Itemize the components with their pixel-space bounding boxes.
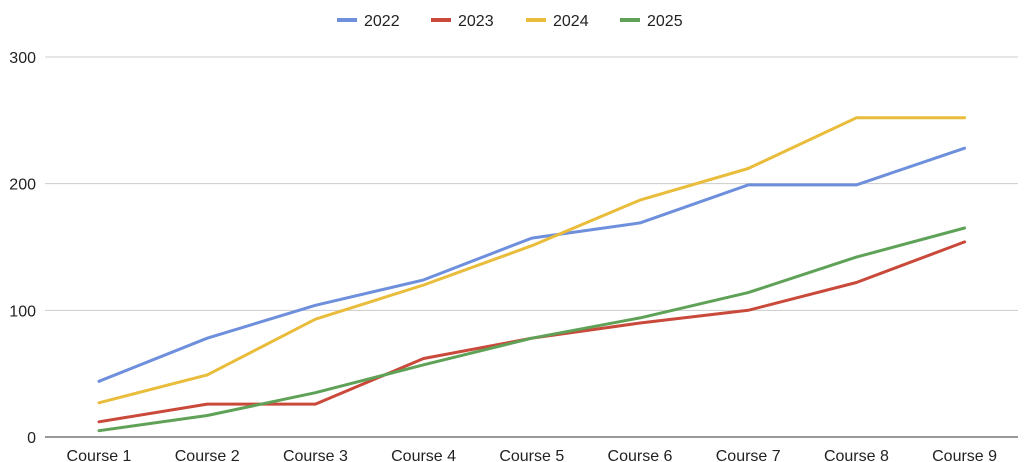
series-group bbox=[97, 116, 967, 433]
x-tick-label: Course 6 bbox=[608, 448, 673, 462]
legend-label-2023: 2023 bbox=[458, 13, 494, 30]
x-tick-label: Course 4 bbox=[391, 448, 456, 462]
x-tick-label: Course 7 bbox=[716, 448, 781, 462]
series-line-2022 bbox=[97, 146, 967, 383]
x-axis-ticks: Course 1 Course 2 Course 3 Course 4 Course 5… bbox=[67, 448, 998, 462]
x-tick-label: Course 5 bbox=[499, 448, 564, 462]
y-tick-label: 0 bbox=[27, 430, 36, 447]
legend-label-2025: 2025 bbox=[647, 13, 683, 30]
grid bbox=[45, 56, 1018, 438]
legend-label-2022: 2022 bbox=[364, 13, 400, 30]
legend-label-2024: 2024 bbox=[553, 13, 589, 30]
series-line-2024 bbox=[97, 116, 967, 405]
x-tick-label: Course 8 bbox=[824, 448, 889, 462]
y-tick-label: 300 bbox=[9, 50, 36, 67]
y-tick-label: 200 bbox=[9, 177, 36, 194]
series-line-2025 bbox=[97, 226, 967, 433]
y-axis-ticks: 0 100 200 300 bbox=[9, 50, 36, 447]
x-tick-label: Course 9 bbox=[932, 448, 997, 462]
x-tick-label: Course 2 bbox=[175, 448, 240, 462]
legend: 2022 2023 2024 2025 bbox=[337, 13, 683, 30]
y-tick-label: 100 bbox=[9, 303, 36, 320]
x-tick-label: Course 3 bbox=[283, 448, 348, 462]
x-tick-label: Course 1 bbox=[67, 448, 132, 462]
